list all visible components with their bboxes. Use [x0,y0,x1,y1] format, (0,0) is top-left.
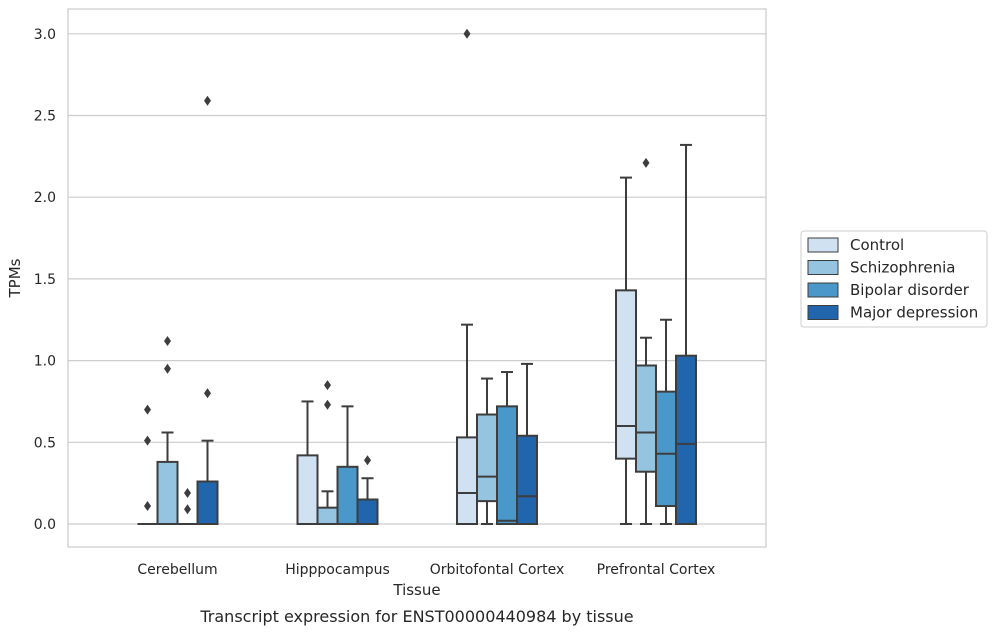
box-bipolar-disorder [336,405,359,525]
box-major-depression [356,455,379,525]
outlier-point [164,335,171,346]
box-body [296,454,319,526]
box-body [476,413,498,503]
x-tick-label: Cerebellum [137,562,217,578]
outlier-point [144,435,151,446]
box-body [635,364,657,473]
y-tick-labels: 0.0 0.5 1.0 1.5 2.0 2.5 3.0 [34,27,56,533]
box-major-depression [675,143,697,525]
box-major-depression [196,95,219,525]
box-major-depression [516,362,538,526]
y-tick-label: 2.0 [34,190,56,206]
y-tick-label: 1.5 [34,272,56,288]
legend-swatch [807,260,839,275]
outlier-point [204,95,211,106]
box-body [196,480,219,525]
y-tick-label: 2.5 [34,109,56,125]
box-bipolar-disorder [177,487,198,525]
x-tick-labels: Cerebellum Hipppocampus Orbitofontal Corte… [137,562,715,578]
y-tick-label: 3.0 [34,27,56,43]
box-body [516,434,538,526]
legend-label: Major depression [850,304,978,322]
outlier-point [463,28,471,39]
x-tick-label: Orbitofontal Cortex [430,562,565,578]
box-body [456,436,478,526]
legend-frame [800,230,988,328]
x-tick-label: Prefrontal Cortex [597,562,716,578]
outlier-point [144,501,151,512]
outlier-point [144,404,151,415]
y-axis-label: TPMs [6,258,24,298]
x-tick-label: Hipppocampus [285,562,390,578]
box-body [356,498,379,525]
legend-label: Schizophrenia [850,259,955,277]
boxes [137,28,697,526]
box-control [456,28,478,526]
legend-swatch [807,282,839,298]
box-body [336,465,359,525]
legend-label: Bipolar disorder [850,281,970,299]
outlier-point [184,504,191,515]
outlier-point [184,487,191,498]
legend: Control Schizophrenia Bipolar disorder Majo… [800,230,988,328]
box-schizophrenia [635,157,657,525]
outlier-point [324,380,331,391]
outlier-point [642,157,650,168]
y-tick-label: 0.0 [34,517,56,533]
legend-swatch [807,237,839,253]
box-body [655,390,677,508]
box-body [316,506,339,526]
outlier-point [164,363,171,374]
legend-label: Control [850,236,904,254]
box-schizophrenia [316,380,339,526]
box-body [496,405,518,525]
box-control [296,400,319,526]
outlier-point [204,388,211,399]
chart-caption: Transcript expression for ENST0000044098… [199,607,633,626]
outlier-point [324,399,331,410]
legend-swatch [807,305,839,320]
box-body [156,460,179,525]
x-axis-label: Tissue [392,581,440,599]
box-body [615,289,637,460]
y-tick-label: 0.5 [34,435,56,451]
box-schizophrenia [156,335,179,525]
box-body [675,354,697,525]
y-tick-label: 1.0 [34,354,56,370]
outlier-point [364,455,371,466]
box-control [137,404,158,525]
